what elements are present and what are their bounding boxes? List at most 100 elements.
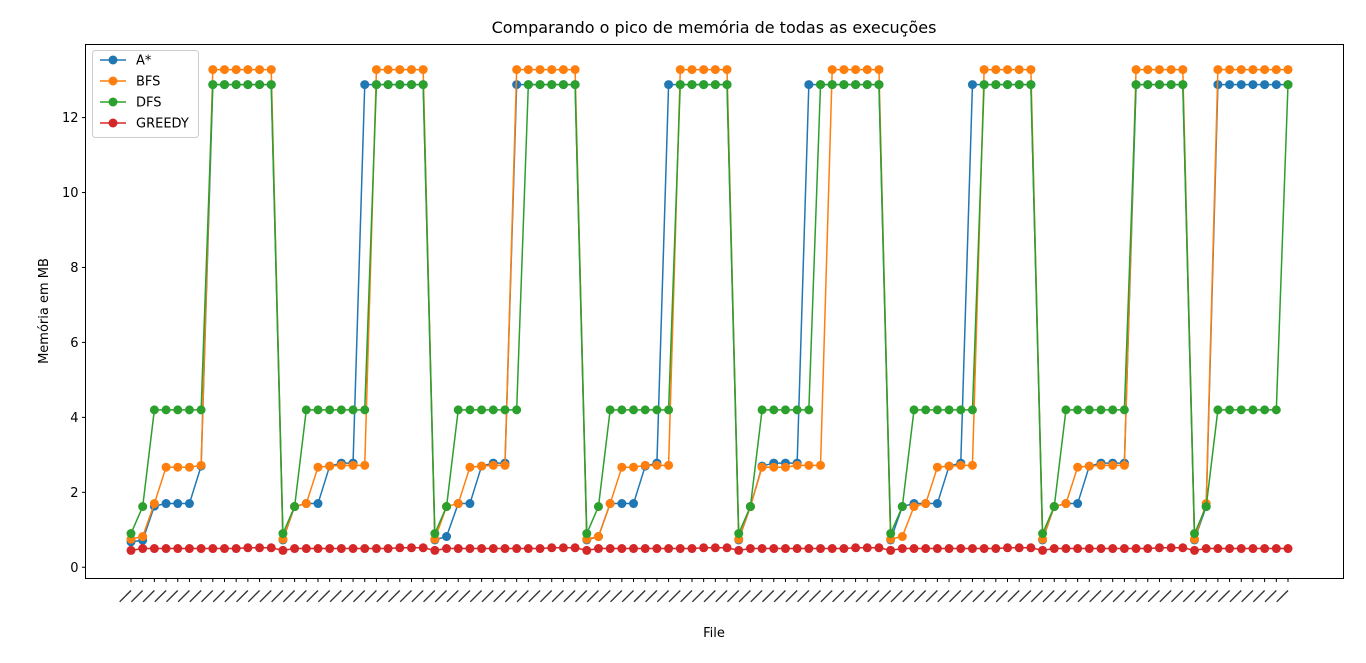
- x-tick-label-glyph: [481, 590, 494, 603]
- x-tick-label: [364, 590, 377, 603]
- x-tick-label-glyph: [1252, 590, 1266, 603]
- data-point: [944, 405, 954, 415]
- data-point: [629, 544, 639, 554]
- x-tick-label: [563, 590, 576, 603]
- x-tick-label-glyph: [890, 590, 903, 603]
- data-point: [1178, 80, 1188, 90]
- x-tick-label: [294, 590, 307, 603]
- x-tick-label-glyph: [504, 590, 518, 603]
- x-tick-label-glyph: [715, 590, 728, 603]
- data-point: [406, 80, 416, 90]
- x-tick-label: [645, 590, 658, 603]
- data-point: [956, 405, 966, 415]
- data-point: [360, 80, 370, 90]
- x-tick-label: [423, 590, 436, 603]
- x-tick-label-glyph: [1171, 590, 1184, 603]
- x-tick-label: [271, 590, 284, 603]
- x-tick-label: [1241, 590, 1254, 603]
- data-point: [547, 543, 557, 553]
- data-point: [184, 544, 194, 554]
- data-point: [1049, 502, 1059, 512]
- x-tick-label-glyph: [563, 590, 576, 603]
- x-axis-label: File: [703, 626, 725, 641]
- x-tick-label: [1171, 590, 1184, 603]
- x-tick-label: [937, 590, 950, 603]
- data-point: [348, 405, 358, 415]
- data-point: [535, 65, 545, 75]
- x-tick-label: [610, 590, 623, 603]
- x-tick-label: [656, 590, 670, 603]
- data-point: [1236, 405, 1246, 415]
- x-tick-label-glyph: [1042, 590, 1055, 603]
- data-point: [851, 80, 861, 90]
- legend: A* BFS DFS GREEDY: [92, 50, 199, 138]
- x-tick-label: [458, 590, 471, 603]
- data-point: [1049, 544, 1059, 554]
- data-point: [1283, 80, 1293, 90]
- data-point: [617, 499, 627, 509]
- data-point: [313, 544, 323, 554]
- data-point: [138, 502, 148, 512]
- x-tick-label: [504, 590, 518, 603]
- data-point: [161, 499, 171, 509]
- x-tick-label-glyph: [680, 590, 693, 603]
- x-tick-label: [972, 590, 985, 603]
- data-point: [512, 405, 522, 415]
- x-tick-label: [399, 590, 412, 603]
- data-point: [757, 405, 767, 415]
- legend-label: BFS: [136, 75, 160, 90]
- data-point: [1271, 65, 1281, 75]
- data-point: [664, 544, 674, 554]
- data-point: [991, 80, 1001, 90]
- x-tick-label-glyph: [925, 590, 938, 603]
- data-point: [745, 502, 755, 512]
- x-tick-label-glyph: [1264, 590, 1277, 603]
- data-point: [196, 460, 206, 470]
- data-point: [664, 460, 674, 470]
- x-tick-label: [154, 590, 167, 603]
- data-point: [1131, 80, 1141, 90]
- data-point: [1190, 529, 1200, 539]
- data-point: [979, 80, 989, 90]
- data-point: [278, 545, 288, 555]
- y-tick-label: 12: [62, 111, 79, 126]
- data-point: [1108, 460, 1118, 470]
- data-point: [582, 545, 592, 555]
- x-tick-label: [984, 590, 997, 603]
- data-point: [243, 65, 253, 75]
- data-point: [851, 65, 861, 75]
- x-tick-label: [586, 590, 599, 603]
- data-point: [453, 499, 463, 509]
- data-point: [348, 544, 358, 554]
- data-point: [1026, 543, 1036, 553]
- x-tick-label: [493, 590, 506, 603]
- x-tick-label: [680, 590, 693, 603]
- data-point: [465, 462, 475, 472]
- x-tick-label: [738, 590, 751, 603]
- data-point: [874, 65, 884, 75]
- series-line: [130, 68, 1288, 541]
- data-point: [173, 405, 183, 415]
- x-tick-label: [1229, 590, 1242, 603]
- legend-label: A*: [136, 54, 152, 69]
- x-tick-label-glyph: [341, 590, 354, 603]
- data-point: [184, 405, 194, 415]
- data-point: [839, 65, 849, 75]
- data-point: [909, 405, 919, 415]
- data-point: [348, 460, 358, 470]
- x-tick-label-glyph: [201, 590, 214, 603]
- data-point: [406, 543, 416, 553]
- x-tick-label-glyph: [878, 590, 892, 603]
- x-tick-label: [703, 590, 716, 603]
- data-point: [1178, 65, 1188, 75]
- x-tick-label-glyph: [960, 590, 973, 603]
- data-point: [301, 499, 311, 509]
- data-point: [1225, 544, 1235, 554]
- data-point: [921, 499, 931, 509]
- legend-marker: [108, 55, 118, 65]
- data-point: [255, 543, 265, 553]
- x-tick-label: [119, 590, 132, 603]
- x-tick-label-glyph: [399, 590, 412, 603]
- x-tick-label-glyph: [271, 590, 284, 603]
- x-tick-label-glyph: [387, 590, 401, 603]
